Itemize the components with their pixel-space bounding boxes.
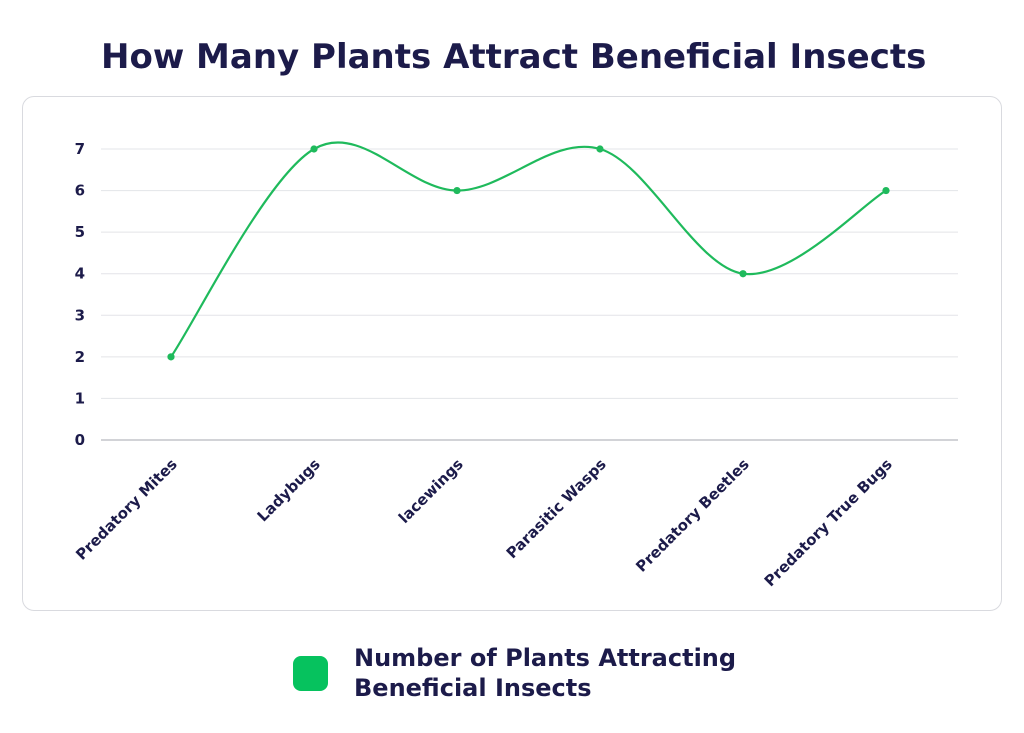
series-layer [167,141,890,361]
data-point [596,145,604,153]
y-tick-label: 1 [75,389,85,407]
data-point [882,186,890,195]
x-tick-label: Predatory Beetles [632,455,753,576]
x-tick-label: Predatory True Bugs [761,455,896,590]
x-tick-label: lacewings [395,455,467,527]
y-tick-label: 7 [75,140,85,158]
data-point [167,353,175,361]
data-point [739,270,747,278]
series-line [169,141,888,358]
gridlines [101,148,958,441]
legend-swatch [293,655,328,691]
y-tick-label: 2 [75,348,85,366]
chart-title: How Many Plants Attract Beneficial Insec… [101,37,927,77]
legend-label: Number of Plants Attracting Beneficial I… [354,644,737,702]
data-point [453,186,461,195]
x-tick-label: Predatory Mites [72,455,181,564]
x-tick-label: Parasitic Wasps [503,455,610,562]
y-tick-label: 6 [75,182,85,200]
line-chart: 0 1 2 3 4 5 6 7 Predatory Mites Ladybugs lacewing… [72,140,958,590]
chart-panel: 0 1 2 3 4 5 6 7 Predatory Mites Ladybugs lacewing… [22,96,1002,611]
legend: Number of Plants Attracting Beneficial I… [293,643,774,703]
y-tick-label: 0 [75,431,85,449]
y-tick-label: 3 [75,306,85,324]
y-axis-ticks: 0 1 2 3 4 5 6 7 [75,140,85,449]
x-axis-ticks: Predatory Mites Ladybugs lacewings Parasiti… [72,455,896,590]
x-tick-label: Ladybugs [254,455,324,525]
y-tick-label: 5 [75,223,85,241]
data-point [310,145,318,153]
y-tick-label: 4 [75,265,85,283]
